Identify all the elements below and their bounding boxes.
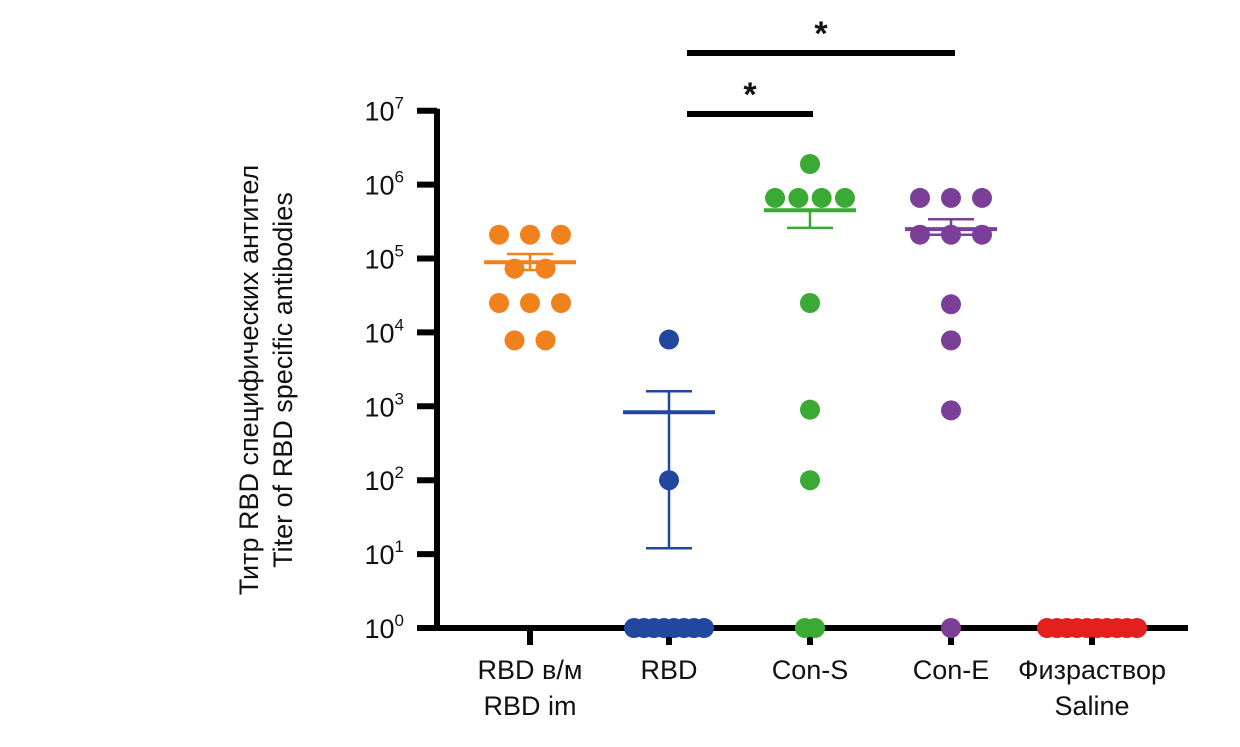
y-axis-title-line-ru: Титр RBD специфических антител <box>234 165 264 596</box>
error-bars <box>507 210 974 550</box>
data-point <box>941 187 961 208</box>
data-point <box>972 187 992 208</box>
data-point <box>805 618 825 638</box>
data-point <box>535 330 556 351</box>
significance-star: * <box>814 15 828 53</box>
y-tick-label: 100 <box>364 611 404 644</box>
data-point <box>551 292 571 313</box>
significance-brackets: ** <box>687 15 955 117</box>
data-point <box>551 224 571 245</box>
data-point <box>941 330 961 351</box>
data-point <box>694 618 714 638</box>
y-tick-label: 106 <box>364 168 404 201</box>
y-axis-title-line-en: Titer of RBD specific antibodies <box>268 192 298 568</box>
data-point <box>800 292 820 313</box>
x-ticks: RBD в/м RBD im RBD Con-S Con-E Физраствор Sali… <box>478 628 1166 721</box>
x-category-label: Saline <box>1054 691 1129 721</box>
data-point <box>941 294 961 315</box>
data-point <box>520 224 540 245</box>
y-tick-label: 107 <box>364 94 404 127</box>
y-tick-label: 102 <box>364 463 404 496</box>
data-point <box>941 618 961 638</box>
data-point <box>659 470 679 491</box>
significance-star: * <box>743 76 757 114</box>
y-tick-label: 101 <box>364 537 404 570</box>
data-point <box>1127 618 1147 638</box>
y-ticks: 100 101 102 103 104 105 106 107 <box>364 94 437 644</box>
axes <box>434 108 1188 631</box>
data-point <box>941 400 961 421</box>
data-point <box>504 330 525 351</box>
y-tick-label: 105 <box>364 242 404 275</box>
data-point <box>800 470 820 491</box>
data-point <box>910 187 930 208</box>
x-category-label: RBD im <box>484 691 577 721</box>
data-point <box>489 224 509 245</box>
y-tick-label: 104 <box>364 315 404 348</box>
x-category-label: RBD <box>640 655 697 685</box>
mean-lines <box>484 208 997 415</box>
data-point <box>489 292 509 313</box>
data-point <box>800 399 820 420</box>
y-axis-title: Титр RBD специфических антител Titer of … <box>234 165 298 596</box>
data-point <box>800 154 820 175</box>
data-point <box>659 329 679 350</box>
data-point <box>520 292 540 313</box>
x-category-label: RBD в/м <box>478 655 583 685</box>
data-point <box>811 187 832 208</box>
data-point <box>788 187 809 208</box>
x-category-label: Con-E <box>913 655 990 685</box>
x-category-label: Con-S <box>772 655 849 685</box>
data-point <box>834 187 855 208</box>
x-category-label: Физраствор <box>1018 655 1166 685</box>
y-tick-label: 103 <box>364 389 404 422</box>
data-point <box>765 187 786 208</box>
